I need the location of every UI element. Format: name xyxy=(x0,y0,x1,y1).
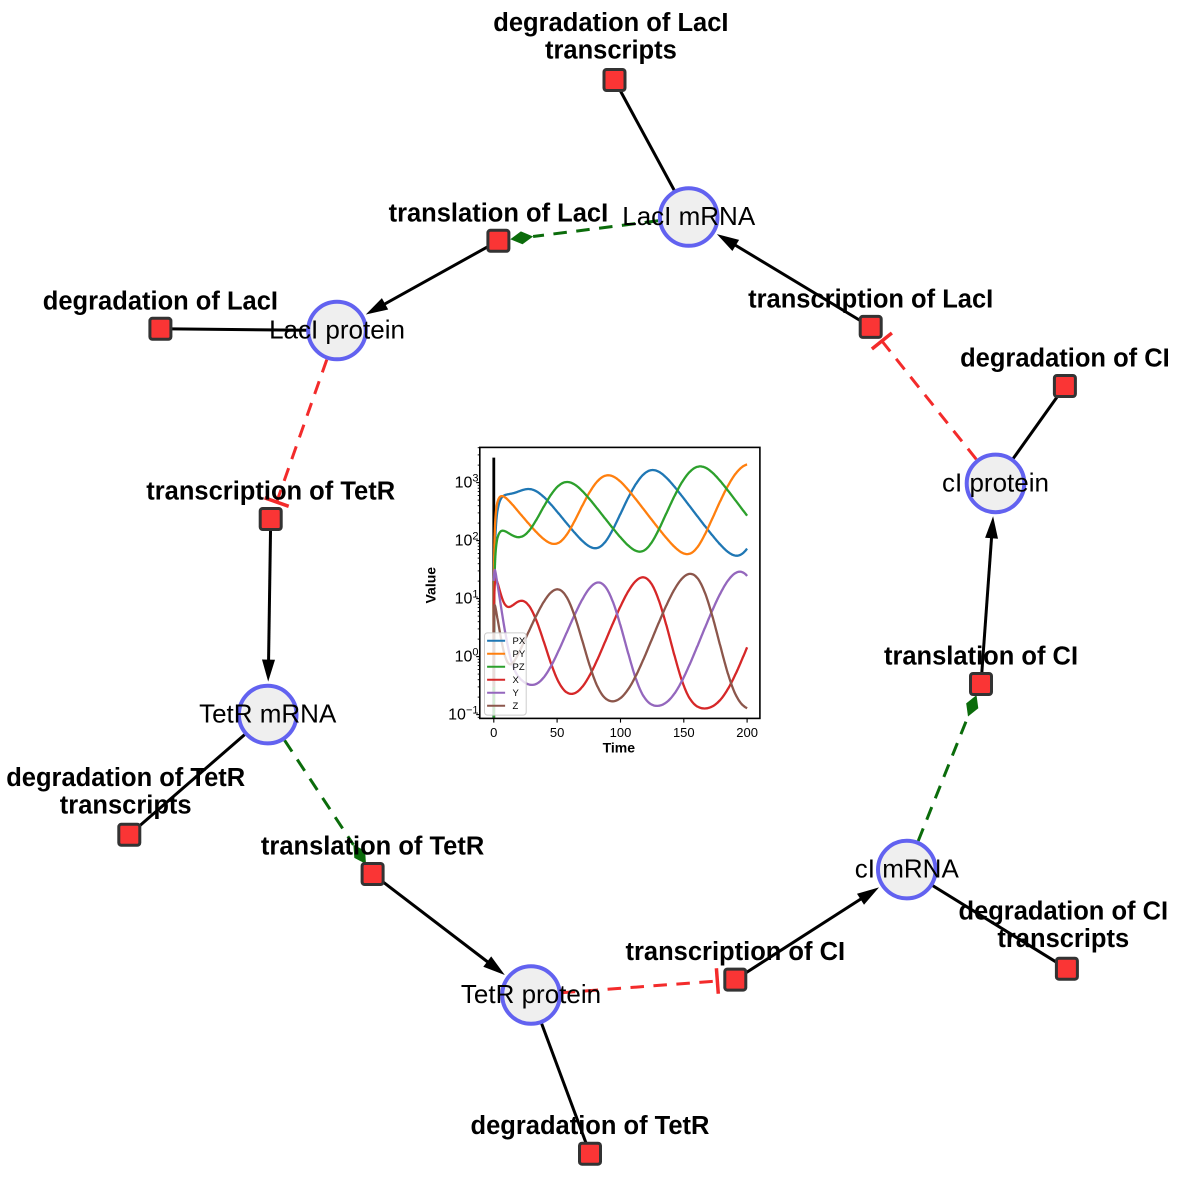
svg-text:LacI protein: LacI protein xyxy=(269,315,405,345)
svg-text:transcripts: transcripts xyxy=(997,925,1129,953)
svg-text:Value: Value xyxy=(423,567,439,604)
svg-text:X: X xyxy=(513,675,520,686)
svg-text:Y: Y xyxy=(513,688,520,699)
svg-text:transcription of CI: transcription of CI xyxy=(626,938,846,966)
svg-text:100: 100 xyxy=(610,725,632,740)
svg-text:TetR protein: TetR protein xyxy=(461,979,601,1009)
svg-text:transcripts: transcripts xyxy=(545,37,677,65)
svg-text:transcripts: transcripts xyxy=(60,791,192,819)
svg-text:degradation of TetR: degradation of TetR xyxy=(6,764,245,792)
svg-text:translation of TetR: translation of TetR xyxy=(261,833,484,861)
svg-text:degradation of LacI: degradation of LacI xyxy=(493,9,728,37)
svg-text:PZ: PZ xyxy=(513,662,525,673)
svg-text:degradation of LacI: degradation of LacI xyxy=(43,287,278,315)
svg-text:200: 200 xyxy=(736,725,758,740)
svg-text:translation of LacI: translation of LacI xyxy=(389,199,609,227)
svg-text:PY: PY xyxy=(513,649,526,660)
svg-text:0: 0 xyxy=(490,725,497,740)
svg-text:degradation of TetR: degradation of TetR xyxy=(471,1112,710,1140)
svg-text:PX: PX xyxy=(513,636,526,647)
svg-text:transcription of TetR: transcription of TetR xyxy=(146,478,395,506)
svg-text:transcription of LacI: transcription of LacI xyxy=(748,285,993,313)
svg-text:cI protein: cI protein xyxy=(942,467,1049,497)
svg-text:50: 50 xyxy=(550,725,564,740)
svg-text:Z: Z xyxy=(513,701,519,712)
svg-text:degradation of CI: degradation of CI xyxy=(960,345,1170,373)
svg-text:cI mRNA: cI mRNA xyxy=(855,854,960,884)
svg-text:Time: Time xyxy=(603,739,636,755)
svg-text:150: 150 xyxy=(673,725,695,740)
svg-text:LacI mRNA: LacI mRNA xyxy=(622,201,756,231)
svg-text:TetR mRNA: TetR mRNA xyxy=(199,699,337,729)
svg-text:degradation of CI: degradation of CI xyxy=(958,898,1168,926)
svg-text:translation of CI: translation of CI xyxy=(884,643,1078,671)
